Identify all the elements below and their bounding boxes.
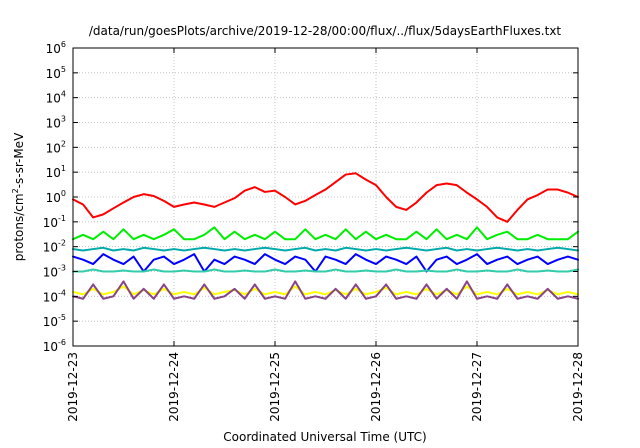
y-tick-label-exp: 0 — [61, 189, 66, 198]
y-tick-label-base: 10 — [46, 141, 61, 155]
svg-text:protons/cm2-s-sr-MeV: protons/cm2-s-sr-MeV — [11, 132, 26, 261]
x-tick-label: 2019-12-26 — [369, 352, 383, 422]
y-tick-label: 106 — [46, 40, 66, 56]
series-line-1 — [72, 172, 579, 223]
y-tick-label: 100 — [46, 189, 66, 205]
y-tick-label: 105 — [46, 65, 66, 81]
y-tick-label-exp: 2 — [61, 139, 66, 148]
y-tick-label-exp: 5 — [61, 65, 66, 74]
x-axis-label: Coordinated Universal Time (UTC) — [223, 430, 426, 444]
plot-frame — [72, 47, 579, 347]
y-tick-label: 10-4 — [43, 288, 66, 304]
y-tick-label: 10-5 — [43, 313, 66, 329]
y-tick-label-base: 10 — [46, 166, 61, 180]
y-axis-label: protons/cm2-s-sr-MeV — [11, 132, 26, 261]
y-tick-label-exp: -6 — [58, 338, 66, 347]
x-tick-label: 2019-12-23 — [66, 352, 80, 422]
data-series — [72, 172, 579, 300]
y-axis-label-base: protons/cm — [12, 193, 26, 261]
y-tick-label-base: 10 — [46, 117, 61, 131]
y-tick-label-exp: 6 — [61, 40, 66, 49]
y-tick-label-base: 10 — [43, 290, 58, 304]
y-tick-label-exp: 3 — [61, 115, 66, 124]
y-tick-label-base: 10 — [46, 92, 61, 106]
y-tick-label: 10-2 — [43, 239, 66, 255]
series-line-2 — [72, 226, 579, 241]
y-tick-label-base: 10 — [46, 42, 61, 56]
y-tick-label-base: 10 — [43, 266, 58, 280]
y-tick-label: 104 — [46, 90, 66, 106]
y-tick-label-base: 10 — [46, 191, 61, 205]
y-tick-label-exp: -4 — [58, 288, 66, 297]
y-tick-label-exp: 1 — [61, 164, 66, 173]
y-tick-label-base: 10 — [46, 67, 61, 81]
y-tick-label-base: 10 — [43, 340, 58, 354]
axis-ticks: 10-610-510-410-310-210-11001011021031041… — [43, 40, 585, 422]
x-tick-label: 2019-12-27 — [470, 352, 484, 422]
y-tick-label-exp: -2 — [58, 239, 66, 248]
series-line-7 — [72, 280, 579, 300]
y-tick-label-exp: -3 — [58, 264, 66, 273]
y-tick-label: 103 — [46, 115, 66, 131]
series-line-5 — [72, 268, 579, 273]
y-tick-label-exp: -1 — [58, 214, 66, 223]
grid — [73, 48, 578, 346]
y-tick-label-base: 10 — [43, 216, 58, 230]
y-tick-label-exp: 4 — [61, 90, 66, 99]
y-tick-label: 10-1 — [43, 214, 66, 230]
x-tick-label: 2019-12-28 — [571, 352, 585, 422]
y-tick-label: 102 — [46, 139, 66, 155]
y-tick-label-exp: -5 — [58, 313, 66, 322]
series-line-4 — [72, 253, 579, 273]
x-tick-label: 2019-12-25 — [268, 352, 282, 422]
series-line-3 — [72, 246, 579, 252]
y-tick-label-base: 10 — [43, 315, 58, 329]
y-tick-label: 10-6 — [43, 338, 66, 354]
y-axis-label-exp: 2 — [11, 188, 20, 193]
x-tick-label: 2019-12-24 — [167, 352, 181, 422]
chart-title: /data/run/goesPlots/archive/2019-12-28/0… — [89, 24, 562, 38]
y-tick-label: 10-3 — [43, 264, 66, 280]
y-axis-label-rest: -s-sr-MeV — [12, 132, 26, 188]
y-tick-label-base: 10 — [43, 241, 58, 255]
y-tick-label: 101 — [46, 164, 66, 180]
